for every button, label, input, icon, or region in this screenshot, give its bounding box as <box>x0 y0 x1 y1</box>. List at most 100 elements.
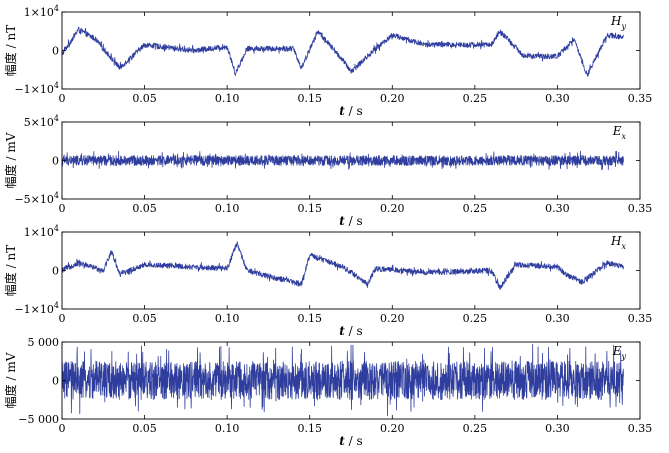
x-tick-label: 0.10 <box>215 92 240 105</box>
x-tick-label: 0.05 <box>132 422 157 435</box>
y-tick-label-base: 1×10 <box>24 226 54 239</box>
series-label-sub: x <box>621 242 626 251</box>
x-tick-label: 0 <box>59 422 66 435</box>
y-tick-label-base: 0 <box>52 155 59 168</box>
series-line-H_y <box>61 26 624 77</box>
x-tick-label: 0 <box>59 92 66 105</box>
series-label-sub: y <box>620 22 626 31</box>
y-tick-label-base: −1×10 <box>14 303 53 316</box>
y-tick-label-base: −5×10 <box>14 193 53 206</box>
series-label-E_y: Ey <box>612 344 627 361</box>
plot-frame <box>61 11 641 90</box>
y-tick-label: 1×104 <box>24 4 59 19</box>
series-label-main: E <box>612 344 622 358</box>
x-axis-title: t / s <box>339 434 362 448</box>
x-tick-label: 0.25 <box>463 202 488 215</box>
chart-panel-4: Ey 0 0.05 0.10 0.15 0.20 0.25 0.30 0.35 t / s −5 0… <box>3 336 652 448</box>
x-tick-label: 0.10 <box>215 202 240 215</box>
y-tick-label-base: 0 <box>52 375 59 388</box>
x-axis-title-unit: / s <box>345 324 363 338</box>
y-tick-label: 0 <box>52 375 59 388</box>
x-tick-label: 0.10 <box>215 312 240 325</box>
x-tick-label: 0.20 <box>380 202 405 215</box>
y-tick-label-base: 0 <box>52 265 59 278</box>
y-axis-title: 幅度 / mV <box>3 132 18 188</box>
y-tick-label-base: 5 000 <box>28 336 60 349</box>
x-axis-title: t / s <box>339 104 362 118</box>
y-tick-label-exp: 4 <box>54 191 59 200</box>
x-tick-label: 0.35 <box>628 92 653 105</box>
x-tick-label: 0.05 <box>132 202 157 215</box>
y-tick-label: 0 <box>52 45 59 58</box>
y-tick-label-base: 0 <box>52 45 59 58</box>
y-axis-title: 幅度 / nT <box>3 245 18 296</box>
x-tick-label: 0.35 <box>628 312 653 325</box>
y-tick-label: 5 000 <box>28 336 60 349</box>
x-tick-label: 0.05 <box>132 312 157 325</box>
x-tick-label: 0.05 <box>132 92 157 105</box>
x-axis-title: t / s <box>339 214 362 228</box>
x-axis-title-symbol: t <box>339 214 345 228</box>
x-tick-label: 0.35 <box>628 422 653 435</box>
y-tick-label-base: −5 000 <box>18 413 59 426</box>
y-tick-label: 1×104 <box>24 224 59 239</box>
x-axis-title-symbol: t <box>339 324 345 338</box>
x-tick-label: 0.20 <box>380 92 405 105</box>
x-tick-label: 0.15 <box>297 422 322 435</box>
y-tick-label-base: 1×10 <box>24 6 54 19</box>
x-tick-label: 0.15 <box>297 202 322 215</box>
y-axis-title: 幅度 / mV <box>3 352 18 408</box>
x-tick-label: 0.35 <box>628 202 653 215</box>
x-axis-title-symbol: t <box>339 434 345 448</box>
chart-panel-3: Hx 0 0.05 0.10 0.15 0.20 0.25 0.30 0.35 t / s −1×1… <box>3 224 652 338</box>
series-label-E_x: Ex <box>612 124 627 141</box>
series-label-H_x: Hx <box>610 234 626 251</box>
x-axis-title-unit: / s <box>345 434 363 448</box>
x-axis-title-unit: / s <box>345 214 363 228</box>
series-label-sub: y <box>620 352 626 361</box>
x-tick-label: 0.15 <box>297 312 322 325</box>
series-label-main: H <box>610 234 622 248</box>
series-label-sub: x <box>621 132 626 141</box>
y-tick-label-exp: 4 <box>54 114 59 123</box>
y-tick-label-exp: 4 <box>54 224 59 233</box>
y-tick-label-exp: 4 <box>54 301 59 310</box>
series-label-main: H <box>610 14 622 28</box>
x-tick-label: 0.20 <box>380 312 405 325</box>
y-tick-label: −1×104 <box>14 81 59 96</box>
x-tick-label: 0.25 <box>463 422 488 435</box>
y-tick-label-base: −1×10 <box>14 83 53 96</box>
x-tick-label: 0 <box>59 312 66 325</box>
series-line-H_x <box>61 241 624 290</box>
x-tick-label: 0.30 <box>545 202 570 215</box>
x-tick-label: 0.15 <box>297 92 322 105</box>
y-tick-label: −5 000 <box>18 413 59 426</box>
series-label-main: E <box>612 124 622 138</box>
y-tick-label: 5×104 <box>24 114 59 129</box>
x-tick-label: 0 <box>59 202 66 215</box>
x-tick-label: 0.25 <box>463 312 488 325</box>
y-tick-label-exp: 4 <box>54 4 59 13</box>
series-line-E_y <box>61 343 624 417</box>
chart-panel-1: Hy 0 0.05 0.10 0.15 0.20 0.25 0.30 0.35 t / s −1×1… <box>3 4 652 118</box>
x-axis-title-unit: / s <box>345 104 363 118</box>
y-axis-title: 幅度 / nT <box>3 25 18 76</box>
chart-panel-2: Ex 0 0.05 0.10 0.15 0.20 0.25 0.30 0.35 t / s −5×1… <box>3 114 652 228</box>
x-tick-label: 0.30 <box>545 422 570 435</box>
x-tick-label: 0.30 <box>545 92 570 105</box>
y-tick-label: 0 <box>52 155 59 168</box>
series-label-H_y: Hy <box>610 14 626 31</box>
x-tick-label: 0.10 <box>215 422 240 435</box>
y-tick-label: −1×104 <box>14 301 59 316</box>
x-axis-title-symbol: t <box>339 104 345 118</box>
x-tick-label: 0.20 <box>380 422 405 435</box>
y-tick-label-base: 5×10 <box>24 116 54 129</box>
y-tick-label: 0 <box>52 265 59 278</box>
x-axis-title: t / s <box>339 324 362 338</box>
x-tick-label: 0.25 <box>463 92 488 105</box>
y-tick-label: −5×104 <box>14 191 59 206</box>
x-tick-label: 0.30 <box>545 312 570 325</box>
series-line-E_x <box>61 150 624 171</box>
y-tick-label-exp: 4 <box>54 81 59 90</box>
